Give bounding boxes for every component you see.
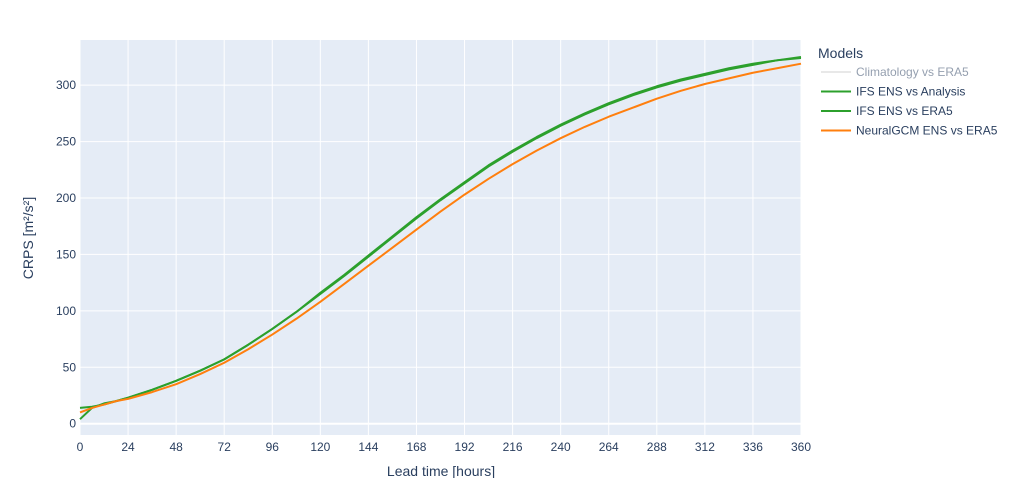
legend-label: NeuralGCM ENS vs ERA5 — [856, 124, 998, 138]
x-axis-ticks: 0 24 48 72 96 120 144 168 192 216 240 264 288 312 336 3… — [77, 440, 812, 454]
series-line-2 — [79, 57, 802, 409]
y-tick-label: 200 — [56, 191, 76, 205]
y-tick-label: 250 — [56, 135, 76, 149]
x-tick-label: 0 — [77, 440, 84, 454]
x-tick-label: 360 — [791, 440, 811, 454]
legend-item-1[interactable]: IFS ENS vs Analysis — [821, 85, 965, 99]
x-tick-label: 216 — [503, 440, 523, 454]
plot-area — [80, 40, 801, 435]
legend-label: Climatology vs ERA5 — [856, 65, 969, 79]
x-axis-title: Lead time [hours] — [387, 463, 495, 478]
y-tick-label: 50 — [63, 360, 77, 374]
legend: Models Climatology vs ERA5 IFS ENS vs Ana… — [818, 45, 998, 138]
legend-label: IFS ENS vs Analysis — [856, 85, 965, 99]
x-tick-label: 168 — [406, 440, 426, 454]
legend-item-0[interactable]: Climatology vs ERA5 — [821, 65, 969, 79]
legend-item-2[interactable]: IFS ENS vs ERA5 — [821, 104, 953, 118]
y-axis-ticks: 0 50 100 150 200 250 300 — [56, 78, 76, 431]
grid-lines — [79, 40, 802, 435]
x-tick-label: 72 — [218, 440, 232, 454]
x-tick-label: 336 — [743, 440, 763, 454]
x-tick-label: 120 — [310, 440, 330, 454]
y-tick-label: 150 — [56, 247, 76, 261]
x-tick-label: 96 — [266, 440, 280, 454]
x-tick-label: 240 — [551, 440, 571, 454]
x-tick-label: 312 — [695, 440, 715, 454]
y-tick-label: 100 — [56, 304, 76, 318]
x-tick-label: 24 — [121, 440, 135, 454]
x-tick-label: 48 — [169, 440, 183, 454]
series-line-3 — [79, 62, 802, 414]
series-lines — [79, 55, 802, 420]
legend-label: IFS ENS vs ERA5 — [856, 104, 953, 118]
y-tick-label: 0 — [69, 417, 76, 431]
x-tick-label: 192 — [455, 440, 475, 454]
legend-item-3[interactable]: NeuralGCM ENS vs ERA5 — [821, 124, 998, 138]
y-axis-title: CRPS [m²/s²] — [20, 197, 36, 279]
y-tick-label: 300 — [56, 78, 76, 92]
x-tick-label: 264 — [599, 440, 619, 454]
legend-title: Models — [818, 45, 863, 61]
x-tick-label: 288 — [647, 440, 667, 454]
x-tick-label: 144 — [358, 440, 378, 454]
